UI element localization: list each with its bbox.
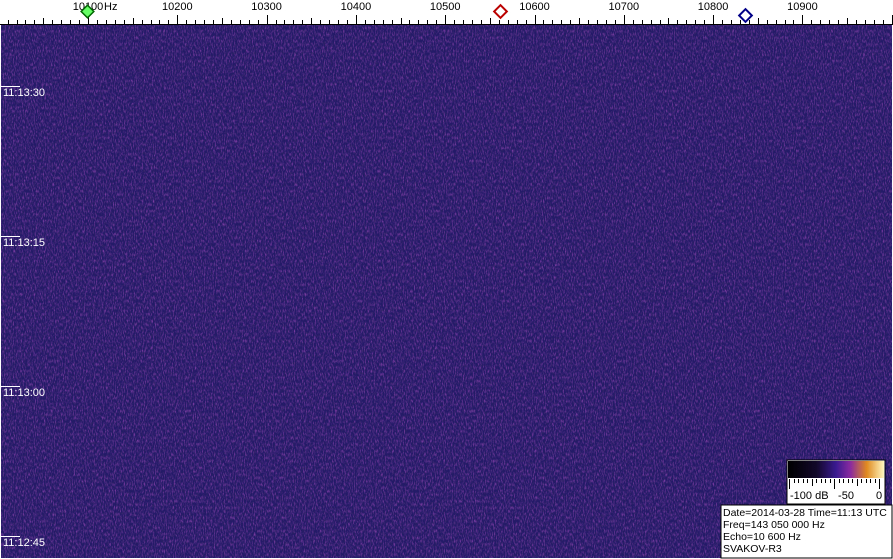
marker-green[interactable]: [80, 4, 95, 19]
time-label: 11:13:15: [3, 237, 45, 249]
time-label: 11:13:00: [3, 387, 45, 399]
info-line: Date=2014-03-28 Time=11:13 UTC: [723, 507, 887, 519]
info-line: SVAKOV-R3: [723, 543, 782, 555]
info-line: Echo=10 600 Hz: [723, 531, 801, 543]
frequency-label: 10900: [787, 1, 818, 13]
info-line: Freq=143 050 000 Hz: [723, 519, 825, 531]
colorbar-label: -100 dB: [790, 490, 829, 502]
frequency-label: 10500: [430, 1, 461, 13]
frequency-label: 10200: [162, 1, 193, 13]
marker-red[interactable]: [492, 3, 509, 20]
info-box: [720, 504, 893, 559]
frequency-unit: Hz: [104, 1, 117, 13]
marker-blue[interactable]: [737, 7, 754, 24]
frequency-label: 10300: [251, 1, 282, 13]
time-label: 11:12:45: [3, 537, 45, 549]
frequency-ruler: 10100Hz102001030010400105001060010700108…: [8, 1, 893, 24]
frequency-label: 10400: [341, 1, 372, 13]
colorbar: [788, 461, 884, 478]
colorbar-ticks: [789, 479, 880, 489]
frequency-label: 10800: [698, 1, 729, 13]
colorbar-label: 0: [876, 490, 882, 502]
colorbar-label: -50: [838, 490, 854, 502]
frequency-label: 10600: [519, 1, 550, 13]
frequency-label: 10700: [609, 1, 640, 13]
waterfall-shade: [1, 25, 892, 558]
time-labels: 11:13:30 11:13:15 11:13:00 11:12:45: [1, 86, 45, 549]
time-label: 11:13:30: [3, 87, 45, 99]
